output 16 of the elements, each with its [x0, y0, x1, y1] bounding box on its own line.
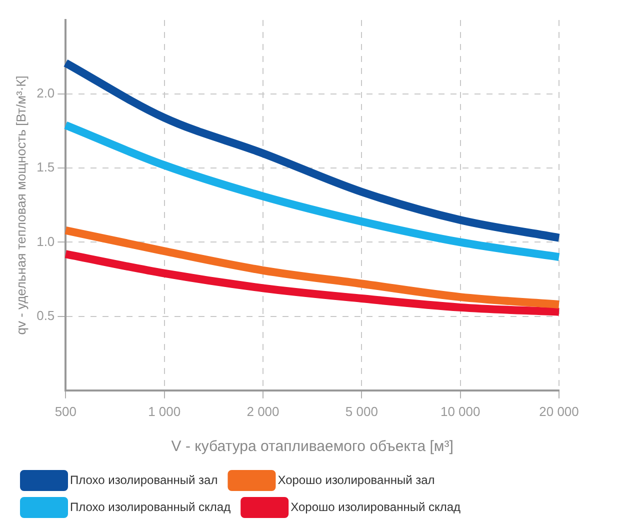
y-tick-label: 1.0: [36, 234, 55, 249]
legend-label: Плохо изолированный склад: [70, 500, 231, 514]
x-tick-label: 10 000: [440, 404, 480, 419]
legend-label: Хорошо изолированный зал: [278, 472, 435, 487]
y-tick-label: 1.5: [36, 160, 55, 175]
x-tick-label: 1 000: [148, 404, 181, 419]
y-axis-title: qv - удельная тепловая мощность [Вт/м³·К]: [13, 76, 28, 335]
x-tick-label: 20 000: [539, 404, 579, 419]
y-tick-label: 0.5: [36, 308, 55, 323]
x-tick-label: 500: [54, 404, 77, 419]
y-tick-label: 2.0: [36, 86, 55, 101]
legend-label: Плохо изолированный зал: [70, 472, 218, 487]
legend-label: Хорошо изолированный склад: [290, 500, 461, 514]
x-axis-title: V - кубатура отапливаемого объекта [м³]: [171, 438, 454, 456]
x-tick-label: 2 000: [246, 404, 280, 419]
x-tick-label: 5 000: [345, 404, 378, 419]
